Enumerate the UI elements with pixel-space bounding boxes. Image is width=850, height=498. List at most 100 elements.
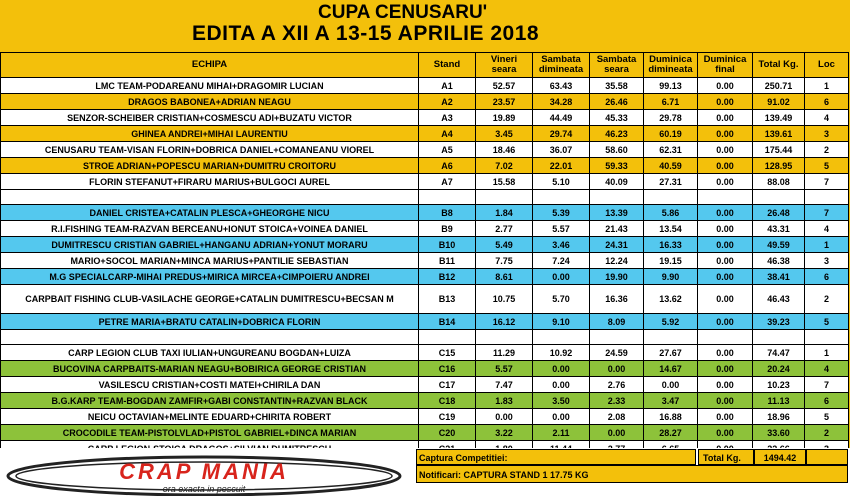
stand-cell: A7	[418, 173, 476, 190]
spacer-cell	[643, 329, 698, 345]
total-cell: 33.60	[752, 424, 805, 441]
spacer-cell	[418, 189, 476, 205]
spacer-cell	[532, 329, 590, 345]
header-sambata-seara: Sambata seara	[589, 52, 644, 78]
duminica-dim-cell: 62.31	[643, 141, 698, 158]
table-row: PETRE MARIA+BRATU CATALIN+DOBRICA FLORIN…	[0, 313, 849, 330]
team-cell: VASILESCU CRISTIAN+COSTI MATEI+CHIRILA D…	[0, 376, 419, 393]
duminica-dim-cell: 5.86	[643, 204, 698, 221]
stand-cell: A2	[418, 93, 476, 110]
spacer-cell	[804, 329, 849, 345]
loc-cell: 7	[804, 204, 849, 221]
table-row: BUCOVINA CARPBAITS-MARIAN NEAGU+BOBIRICA…	[0, 360, 849, 377]
table-row: LMC TEAM-PODAREANU MIHAI+DRAGOMIR LUCIAN…	[0, 77, 849, 94]
duminica-dim-cell: 16.88	[643, 408, 698, 425]
sambata-seara-cell: 46.23	[589, 125, 644, 142]
team-cell: CROCODILE TEAM-PISTOLVLAD+PISTOL GABRIEL…	[0, 424, 419, 441]
sambata-dim-cell: 5.57	[532, 220, 590, 237]
spacer-cell	[0, 329, 419, 345]
spacer-cell	[418, 329, 476, 345]
duminica-final-cell: 0.00	[697, 376, 753, 393]
results-body: LMC TEAM-PODAREANU MIHAI+DRAGOMIR LUCIAN…	[0, 77, 849, 457]
sambata-dim-cell: 3.46	[532, 236, 590, 253]
team-cell: DRAGOS BABONEA+ADRIAN NEAGU	[0, 93, 419, 110]
duminica-final-cell: 0.00	[697, 77, 753, 94]
table-row: DUMITRESCU CRISTIAN GABRIEL+HANGANU ADRI…	[0, 236, 849, 253]
duminica-final-cell: 0.00	[697, 173, 753, 190]
loc-cell: 4	[804, 360, 849, 377]
duminica-dim-cell: 19.15	[643, 252, 698, 269]
total-cell: 88.08	[752, 173, 805, 190]
table-row: DANIEL CRISTEA+CATALIN PLESCA+GHEORGHE N…	[0, 204, 849, 221]
loc-cell: 1	[804, 77, 849, 94]
sambata-dim-cell: 5.10	[532, 173, 590, 190]
stand-cell: B8	[418, 204, 476, 221]
sambata-dim-cell: 7.24	[532, 252, 590, 269]
total-cell: 11.13	[752, 392, 805, 409]
stand-cell: A3	[418, 109, 476, 126]
sambata-seara-cell: 59.33	[589, 157, 644, 174]
team-cell: SENZOR-SCHEIBER CRISTIAN+COSMESCU ADI+BU…	[0, 109, 419, 126]
vineri-cell: 10.75	[475, 284, 533, 314]
team-cell: BUCOVINA CARPBAITS-MARIAN NEAGU+BOBIRICA…	[0, 360, 419, 377]
stand-cell: B14	[418, 313, 476, 330]
sambata-dim-cell: 5.70	[532, 284, 590, 314]
stand-cell: C18	[418, 392, 476, 409]
competition-title: CUPA CENUSARU'	[318, 2, 488, 23]
duminica-dim-cell: 3.47	[643, 392, 698, 409]
total-cell: 74.47	[752, 344, 805, 361]
vineri-cell: 11.29	[475, 344, 533, 361]
duminica-final-cell: 0.00	[697, 109, 753, 126]
loc-cell: 3	[804, 125, 849, 142]
header-row: ECHIPA Stand Vineri seara Sambata dimineat…	[0, 52, 849, 78]
sambata-seara-cell: 21.43	[589, 220, 644, 237]
stand-cell: C15	[418, 344, 476, 361]
spacer-cell	[589, 329, 644, 345]
group-spacer	[0, 329, 849, 345]
stand-cell: B13	[418, 284, 476, 314]
stand-cell: C19	[418, 408, 476, 425]
loc-cell: 5	[804, 313, 849, 330]
team-cell: PETRE MARIA+BRATU CATALIN+DOBRICA FLORIN	[0, 313, 419, 330]
stand-cell: B12	[418, 268, 476, 285]
sambata-seara-cell: 26.46	[589, 93, 644, 110]
loc-cell: 6	[804, 268, 849, 285]
total-cell: 175.44	[752, 141, 805, 158]
spacer-cell	[697, 189, 753, 205]
loc-cell: 5	[804, 157, 849, 174]
duminica-dim-cell: 60.19	[643, 125, 698, 142]
sambata-dim-cell: 0.00	[532, 268, 590, 285]
vineri-cell: 7.02	[475, 157, 533, 174]
sambata-seara-cell: 58.60	[589, 141, 644, 158]
sambata-dim-cell: 22.01	[532, 157, 590, 174]
duminica-final-cell: 0.00	[697, 93, 753, 110]
total-cell: 139.49	[752, 109, 805, 126]
vineri-cell: 15.58	[475, 173, 533, 190]
sambata-seara-cell: 24.31	[589, 236, 644, 253]
stand-cell: A5	[418, 141, 476, 158]
team-cell: M.G SPECIALCARP-MIHAI PREDUS+MIRICA MIRC…	[0, 268, 419, 285]
duminica-final-cell: 0.00	[697, 344, 753, 361]
duminica-dim-cell: 27.31	[643, 173, 698, 190]
stand-cell: A6	[418, 157, 476, 174]
table-row: MARIO+SOCOL MARIAN+MINCA MARIUS+PANTILIE…	[0, 252, 849, 269]
duminica-dim-cell: 5.92	[643, 313, 698, 330]
sambata-seara-cell: 8.09	[589, 313, 644, 330]
group-spacer	[0, 189, 849, 205]
spacer-cell	[475, 189, 533, 205]
header-echipa: ECHIPA	[0, 52, 419, 78]
team-cell: LMC TEAM-PODAREANU MIHAI+DRAGOMIR LUCIAN	[0, 77, 419, 94]
loc-cell: 4	[804, 220, 849, 237]
stand-cell: B10	[418, 236, 476, 253]
sambata-dim-cell: 0.00	[532, 408, 590, 425]
duminica-final-cell: 0.00	[697, 284, 753, 314]
total-cell: 250.71	[752, 77, 805, 94]
duminica-final-cell: 0.00	[697, 408, 753, 425]
title-block: CUPA CENUSARU' EDITA A XII A 13-15 APRIL…	[0, 0, 850, 50]
total-cell: 38.41	[752, 268, 805, 285]
sambata-seara-cell: 16.36	[589, 284, 644, 314]
sambata-dim-cell: 2.11	[532, 424, 590, 441]
loc-cell: 1	[804, 344, 849, 361]
sambata-seara-cell: 0.00	[589, 360, 644, 377]
total-cell: 43.31	[752, 220, 805, 237]
